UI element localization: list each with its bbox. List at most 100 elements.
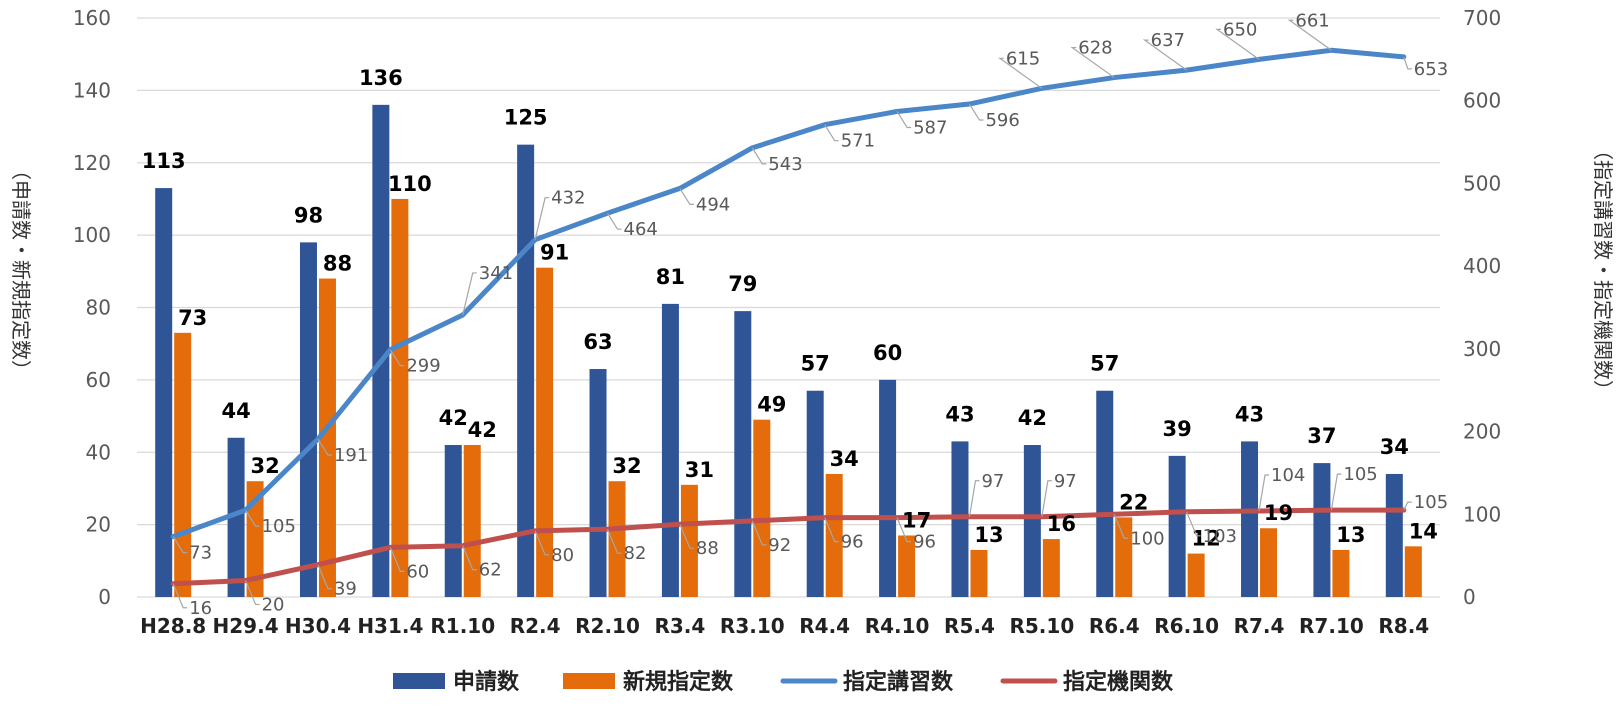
category-label: H30.4 [285,614,351,638]
bar-label-new-designations: 13 [1336,523,1365,547]
bar-label-applications: 125 [504,106,548,130]
line-label-institutions: 60 [406,561,429,582]
bar-label-applications: 81 [656,265,685,289]
line-label-courses: 596 [985,110,1019,131]
bar-label-new-designations: 32 [612,454,641,478]
bar-label-new-designations: 14 [1409,519,1438,543]
legend-item: 指定機関数 [1000,669,1174,695]
leader-line [1041,480,1052,517]
bar-applications [734,311,752,597]
left-tick-label: 120 [73,151,111,175]
line-label-courses: 615 [1006,48,1040,69]
bar-new-designations [1260,528,1278,597]
bar-new-designations [1332,549,1350,597]
bar-label-new-designations: 42 [468,418,497,442]
bar-label-applications: 113 [142,149,186,173]
line-label-courses: 543 [768,154,802,175]
leader-line [462,272,477,316]
legend-label: 指定講習数 [843,669,954,695]
left-tick-label: 40 [86,440,111,464]
leader-line [896,111,912,129]
category-label: R2.4 [510,614,561,638]
legend-item: 申請数 [393,669,520,695]
bar-label-new-designations: 88 [323,252,352,276]
leader-line [534,530,550,556]
bar-label-new-designations: 32 [250,454,279,478]
category-label: R7.4 [1234,614,1285,638]
line-label-institutions: 88 [696,538,719,559]
bar-label-new-designations: 91 [540,241,569,265]
lines [170,47,1407,587]
left-tick-label: 0 [98,585,111,609]
leader-line [172,583,188,609]
category-label: H29.4 [213,614,279,638]
bar-label-applications: 60 [873,341,902,365]
bar-applications [806,390,824,597]
line-label-institutions: 92 [768,535,791,556]
category-label: R4.4 [799,614,850,638]
category-label: R4.10 [865,614,930,638]
right-tick-label: 600 [1463,89,1501,113]
line-label-courses: 341 [479,263,513,284]
right-tick-label: 300 [1463,337,1501,361]
line-label-courses: 191 [334,445,368,466]
bar-new-designations [246,481,264,597]
bar-label-applications: 42 [439,406,468,430]
line-label-courses: 661 [1295,10,1329,31]
leader-line [1287,19,1332,51]
right-tick-label: 500 [1463,171,1501,195]
line-courses [170,47,1407,540]
left-tick-label: 160 [73,6,111,30]
legend-label: 申請数 [453,669,520,695]
line-label-courses: 464 [624,219,658,240]
bar-applications [227,437,245,597]
bar-label-new-designations: 13 [974,523,1003,547]
leader-line [462,545,477,571]
bar-label-new-designations: 19 [1264,501,1293,525]
bar-new-designations [825,473,843,597]
legend-swatch [393,673,445,689]
line-label-institutions: 105 [1414,492,1448,513]
category-label: R8.4 [1378,614,1429,638]
leader-line [389,349,405,367]
line-label-institutions: 82 [624,543,647,564]
line-label-institutions: 100 [1130,528,1164,549]
leader-line [968,103,984,121]
bar-label-applications: 43 [945,402,974,426]
leader-line [1403,56,1412,70]
legend: 申請数 新規指定数 指定講習数 指定機関数 [393,669,1174,695]
bar-applications [155,188,173,598]
line-label-courses: 494 [696,194,730,215]
line-label-courses: 650 [1223,19,1257,40]
bar-applications [1023,445,1041,597]
bar-new-designations [1404,546,1422,597]
bar-new-designations [970,549,988,597]
bar-label-new-designations: 16 [1047,512,1076,536]
bar-new-designations [536,267,554,597]
line-label-institutions: 105 [1343,464,1377,485]
legend-item: 指定講習数 [780,669,954,695]
right-axis-title: （指定講習数・指定機関数） [1591,140,1615,400]
leader-line [679,523,694,549]
category-label: R6.10 [1154,614,1219,638]
bar-label-new-designations: 34 [830,447,859,471]
bar-applications [1241,441,1259,597]
line-label-courses: 587 [913,117,947,138]
legend-label: 新規指定数 [623,669,734,695]
bar-new-designations [318,278,336,597]
right-tick-label: 200 [1463,420,1501,444]
left-tick-label: 20 [86,513,111,537]
bar-applications [1168,455,1186,597]
legend-label: 指定機関数 [1063,669,1174,695]
left-tick-label: 80 [86,296,111,320]
bar-new-designations [1042,539,1060,597]
leader-line [1403,501,1412,511]
line-label-courses: 105 [262,516,296,537]
leader-line [245,580,260,606]
bar-applications [372,104,390,597]
line-label-institutions: 97 [1054,471,1077,492]
leader-line [997,57,1043,89]
bar-label-applications: 63 [583,330,612,354]
leader-line [824,124,839,142]
